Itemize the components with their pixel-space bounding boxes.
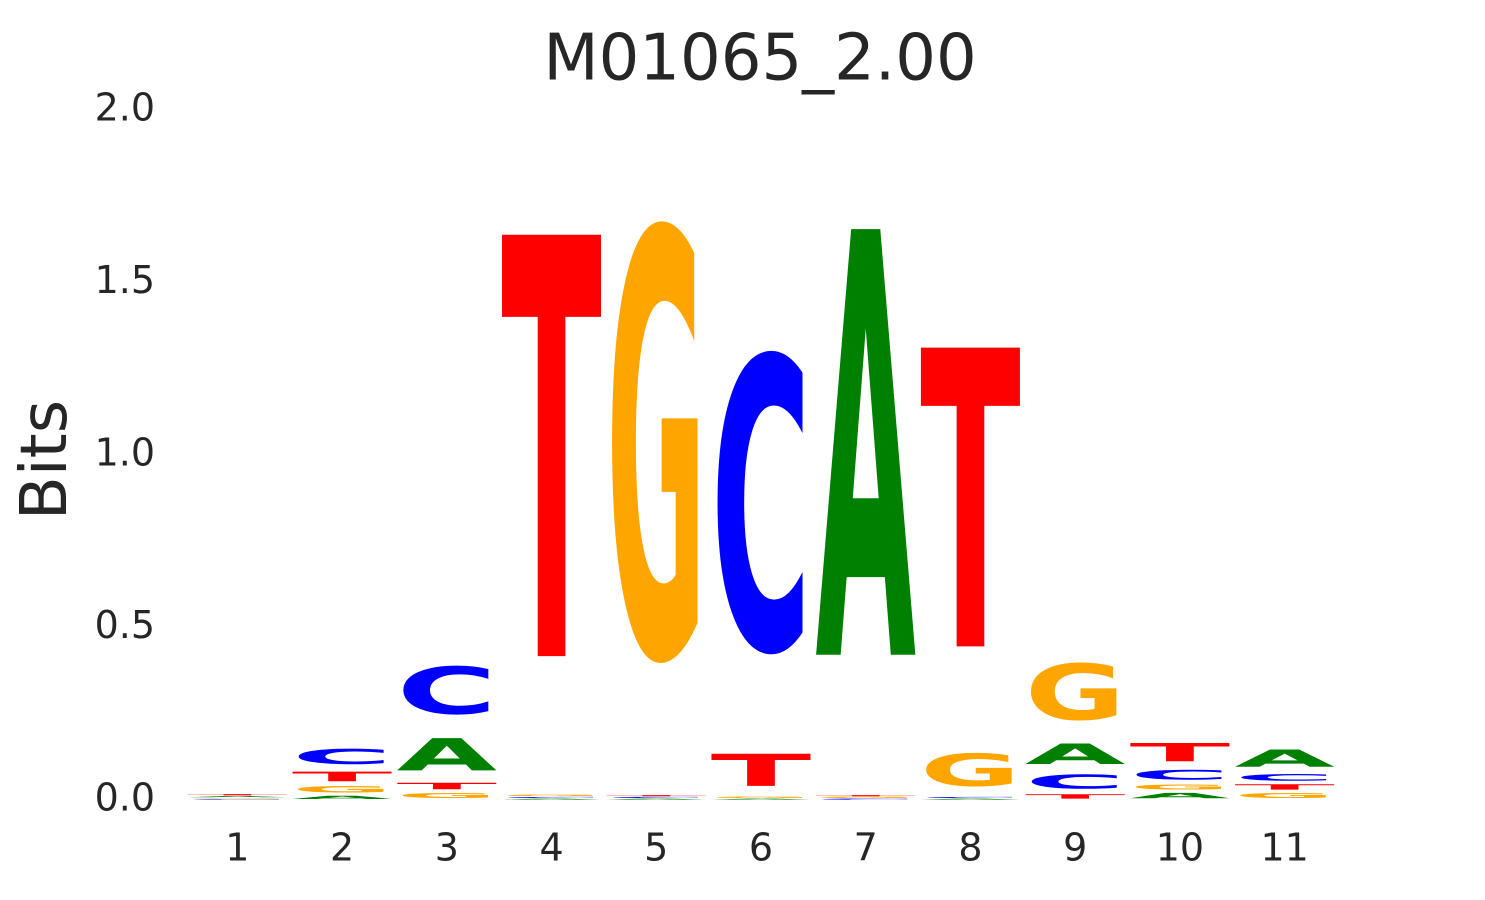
- y-tick-label: 1.0: [95, 431, 155, 475]
- x-tick-label: 6: [749, 826, 773, 870]
- logo-letter: A: [501, 798, 602, 800]
- logo-letter: T: [815, 795, 916, 797]
- logo-letter: G: [501, 795, 602, 797]
- x-tick-label: 9: [1063, 826, 1087, 870]
- logo-letter: C: [606, 797, 707, 799]
- logo-letter: T: [1025, 793, 1126, 800]
- x-tick-label: 11: [1260, 826, 1308, 870]
- y-tick-label: 2.0: [95, 86, 155, 130]
- logo-letter: C: [920, 797, 1021, 799]
- logo-letter: C: [501, 797, 602, 799]
- x-tick-label: 10: [1156, 826, 1204, 870]
- x-tick-label: 3: [435, 826, 459, 870]
- logo-letter: G: [187, 798, 288, 799]
- logo-letter: A: [711, 798, 812, 800]
- logo-letter: G: [920, 745, 1021, 796]
- x-tick-label: 8: [958, 826, 982, 870]
- logo-letter: C: [397, 654, 498, 729]
- logo-letter: A: [397, 729, 498, 781]
- logo-letter: T: [292, 769, 393, 784]
- logo-letter: A: [187, 796, 288, 798]
- logo-letter: A: [1234, 745, 1335, 773]
- logo-letter: A: [1025, 738, 1126, 770]
- logo-letter: C: [292, 745, 393, 769]
- logo-letter: C: [187, 799, 288, 800]
- y-axis-label: Bits: [8, 400, 82, 520]
- logo-letter: T: [920, 266, 1021, 744]
- logo-letter: C: [1130, 767, 1231, 782]
- logo-letter: A: [815, 112, 916, 793]
- y-tick-label: 1.5: [95, 258, 155, 302]
- logo-letter: T: [397, 781, 498, 791]
- y-tick-label: 0.5: [95, 603, 155, 647]
- logo-letter: G: [1234, 791, 1335, 800]
- logo-letter: A: [1130, 791, 1231, 800]
- logo-letter: A: [920, 798, 1021, 800]
- logo-letter: C: [815, 798, 916, 800]
- logo-letter: G: [711, 797, 812, 799]
- logo-letter: A: [606, 798, 707, 800]
- logo-letter: T: [187, 794, 288, 796]
- logo-letter: C: [1234, 772, 1335, 782]
- logo-letter: T: [1234, 783, 1335, 792]
- logo-letter: A: [292, 795, 393, 800]
- y-tick-label: 0.0: [95, 776, 155, 820]
- logo-letter: G: [397, 791, 498, 800]
- logo-letter: G: [1025, 649, 1126, 738]
- x-tick-label: 7: [854, 826, 878, 870]
- logo-letter: G: [1130, 783, 1231, 792]
- logo-letter: G: [815, 797, 916, 799]
- x-tick-label: 1: [225, 826, 249, 870]
- x-tick-label: 5: [644, 826, 668, 870]
- x-tick-label: 4: [539, 826, 563, 870]
- logo-letter: C: [711, 277, 812, 744]
- x-tick-label: 2: [330, 826, 354, 870]
- logo-letter: T: [711, 745, 812, 797]
- logo-letter: T: [606, 795, 707, 797]
- logo-letter: T: [501, 122, 602, 793]
- logo-letter: G: [606, 114, 707, 794]
- logo-letter: C: [1025, 771, 1126, 793]
- logo-letter: G: [292, 785, 393, 795]
- logo-letter: T: [1130, 738, 1231, 767]
- chart-title: M01065_2.00: [543, 22, 976, 96]
